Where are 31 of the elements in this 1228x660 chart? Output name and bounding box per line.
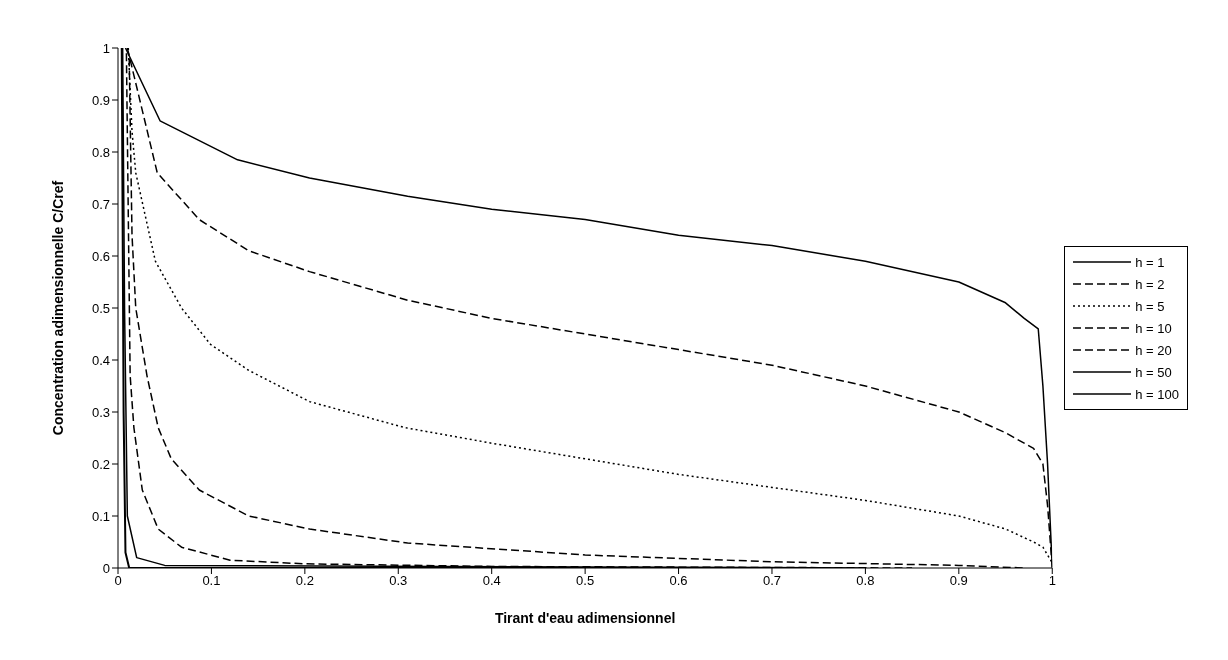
- x-tick-label: 0.4: [482, 573, 501, 589]
- x-tick-label: 1: [1048, 573, 1056, 589]
- legend-label: h = 1: [1135, 254, 1165, 270]
- y-tick-label: 0.9: [91, 92, 110, 108]
- x-tick-label: 0.8: [856, 573, 875, 589]
- y-axis-title: Concentration adimensionnelle C/Cref: [49, 180, 66, 436]
- y-tick-label: 0.3: [91, 404, 110, 420]
- legend-label: h = 2: [1135, 276, 1165, 292]
- x-tick-label: 0.7: [762, 573, 782, 589]
- y-tick-label: 0.1: [91, 508, 110, 524]
- x-tick-label: 0.1: [202, 573, 221, 589]
- legend-label: h = 10: [1135, 320, 1172, 336]
- y-tick-label: 0.6: [91, 248, 110, 264]
- y-tick-label: 0.2: [91, 456, 110, 472]
- legend-label: h = 50: [1135, 364, 1172, 380]
- x-tick-label: 0.5: [576, 573, 595, 589]
- y-tick-label: 1: [102, 40, 110, 56]
- y-tick-label: 0.8: [91, 144, 110, 160]
- y-tick-label: 0.4: [91, 352, 110, 368]
- y-tick-label: 0: [102, 560, 110, 576]
- legend-label: h = 20: [1135, 342, 1172, 358]
- x-axis-title: Tirant d'eau adimensionnel: [494, 610, 676, 626]
- x-tick-label: 0.3: [389, 573, 408, 589]
- legend-label: h = 100: [1135, 386, 1179, 402]
- legend-label: h = 5: [1135, 298, 1165, 314]
- y-tick-label: 0.7: [91, 196, 110, 212]
- x-tick-label: 0.2: [295, 573, 314, 589]
- x-tick-label: 0: [114, 573, 122, 589]
- x-tick-label: 0.6: [669, 573, 688, 589]
- x-tick-label: 0.9: [949, 573, 968, 589]
- y-tick-label: 0.5: [91, 300, 110, 316]
